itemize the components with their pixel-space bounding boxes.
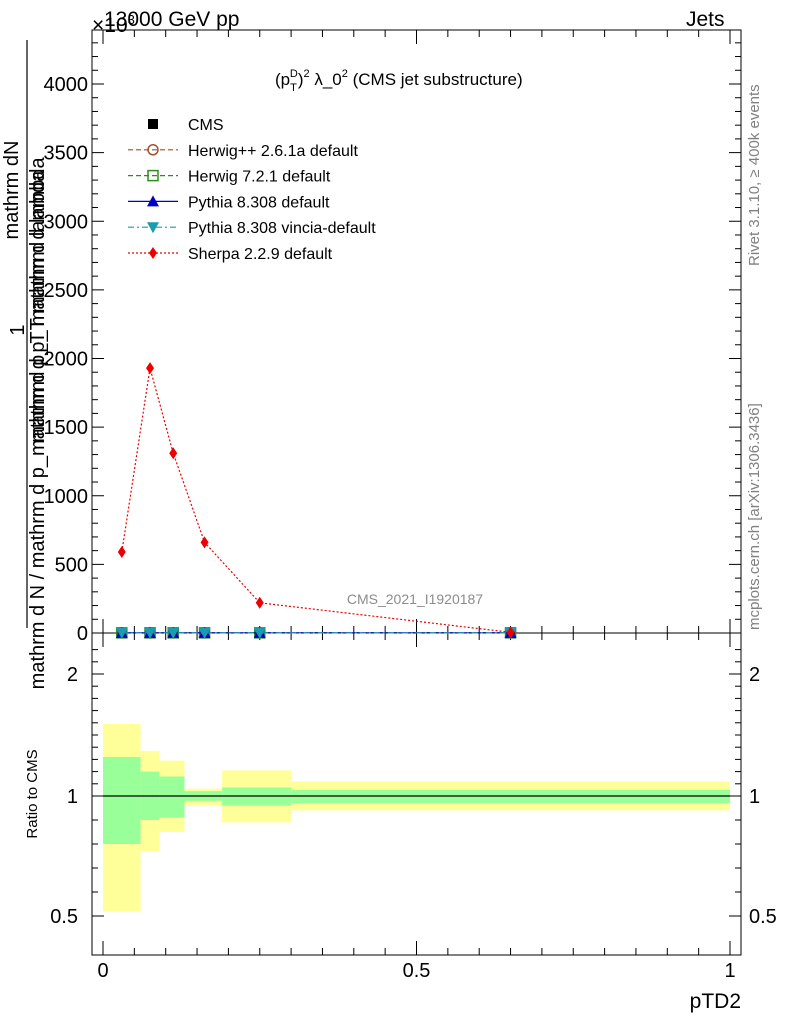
data-point [146,362,155,375]
ratio-ytick-label: 2 [67,664,78,686]
data-point [117,546,126,559]
series-layer [115,362,517,639]
legend-marker [149,247,157,259]
legend-marker [147,144,159,156]
legend-marker [147,222,159,234]
main-ytick-label: 2500 [44,280,89,302]
xtick-label: 0 [97,960,108,982]
data-point [253,627,266,639]
legend-layer: CMS Herwig++ 2.6.1a default Herwig 7.2.1 d… [128,117,376,263]
analysis-watermark: CMS_2021_I1920187 [347,591,483,607]
y-label-denominator-full: mathrm d N / mathrm d p_mathrm d p_T mat… [27,170,49,690]
main-ytick-label: 500 [55,554,88,576]
xtick-label: 1 [724,960,735,982]
header-right: Jets [686,8,725,31]
legend-marker [148,119,158,129]
main-ytick-label: 3000 [44,211,89,233]
data-point [169,447,178,460]
header-left: 13000 GeV pp [104,8,240,31]
y-label-prefix: 1 [7,324,29,335]
y-label-denominator: mathrm d p_T mathrm d lambda [27,156,49,442]
legend-label: Pythia 8.308 default [188,194,330,211]
ratio-ytick-label-right: 1 [749,786,760,808]
legend-label: CMS [188,117,224,134]
series-line-5 [121,367,511,633]
ratio-ytick-label: 0.5 [50,906,78,928]
ratio-bands-layer [103,724,730,912]
ratio-band-green [103,756,141,844]
xtick-label: 0.5 [403,960,431,982]
ratio-ytick-label: 1 [67,786,78,808]
data-point [198,627,211,639]
legend-marker [147,195,159,207]
data-point [115,627,128,639]
main-ytick-label: 0 [77,623,88,645]
data-point [255,596,264,609]
exponent-label: ×103 [92,12,135,37]
ratio-y-label: Ratio to CMS [24,749,41,838]
main-ytick-label: 1500 [44,417,89,439]
mcplots-label: mcplots.cern.ch [arXiv:1306.3436] [746,403,763,630]
text-layer: 0 500 1000 1500 2000 2500 3000 3500 4000 0 0.5 1 0.5… [1,40,777,1013]
legend-label: Herwig++ 2.6.1a default [188,143,358,160]
ratio-ytick-label-right: 2 [749,664,760,686]
data-point [200,536,209,549]
data-point [506,626,515,639]
main-ytick-label: 3500 [44,143,89,165]
legend-marker [147,169,159,182]
main-ytick-label: 2000 [44,349,89,371]
ratio-ytick-label-right: 0.5 [749,906,777,928]
legend-label: Sherpa 2.2.9 default [188,246,333,263]
ratio-band-green [159,776,185,818]
rivet-label: Rivet 3.1.10, ≥ 400k events [746,84,763,266]
main-ytick-label: 4000 [44,74,89,96]
chart-title: (pTD)2 λ_02 (CMS jet substructure) [275,68,523,94]
legend-label: Herwig 7.2.1 default [188,169,331,186]
y-label-numerator: mathrm dN [1,141,23,240]
data-point [144,627,157,639]
legend-label: Pythia 8.308 vincia-default [188,220,376,237]
main-ytick-label: 1000 [44,486,89,508]
data-point [167,627,180,639]
x-axis-label: pTD2 [690,990,741,1013]
